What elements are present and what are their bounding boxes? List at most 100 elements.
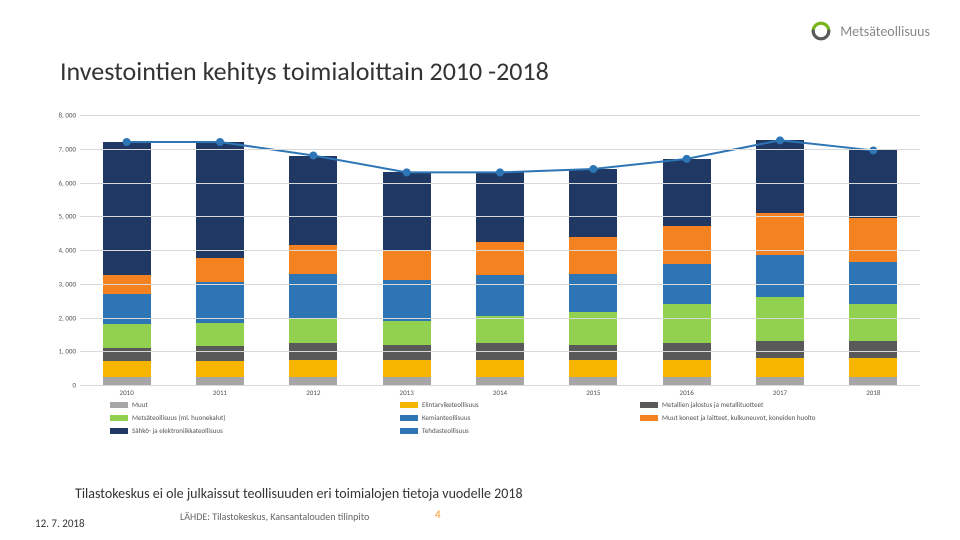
legend-swatch [110, 415, 128, 421]
page-title: Investointien kehitys toimialoittain 201… [60, 55, 549, 87]
legend-swatch [400, 402, 418, 408]
legend-column: Metallien jalostus ja metallituotteet Muu… [640, 400, 815, 426]
bar-segment-sahko [196, 142, 244, 258]
bar-segment-koneet [196, 258, 244, 282]
bar-segment-metsa [289, 318, 337, 343]
bar-segment-elintarvike [103, 361, 151, 376]
bar-segment-kemian [196, 282, 244, 323]
bar-segment-metsa [383, 321, 431, 345]
y-label: 8, 000 [50, 111, 76, 120]
bar-segment-muut [849, 377, 897, 385]
bar-segment-elintarvike [849, 358, 897, 377]
x-label: 2013 [383, 388, 431, 397]
bar-segment-sahko [849, 150, 897, 218]
y-label: 5, 000 [50, 212, 76, 221]
legend-label: Sähkö- ja elektroniikkateollisuus [132, 426, 223, 435]
bar-segment-muut [196, 377, 244, 385]
legend-label: Tehdasteollisuus [422, 426, 469, 435]
bar-segment-muut [289, 377, 337, 385]
y-label: 6, 000 [50, 178, 76, 187]
gridline [80, 351, 920, 352]
bar-segment-muut [569, 377, 617, 385]
bar-segment-sahko [383, 172, 431, 250]
bar-segment-metsa [196, 323, 244, 347]
legend-label: Metallien jalostus ja metallituotteet [662, 400, 763, 409]
bar-segment-elintarvike [289, 360, 337, 377]
bar-segment-sahko [756, 140, 804, 213]
gridline [80, 183, 920, 184]
bar-segment-elintarvike [756, 358, 804, 377]
legend-label: Muut [132, 400, 148, 409]
bar-segment-koneet [569, 237, 617, 274]
x-label: 2011 [196, 388, 244, 397]
bar-segment-elintarvike [196, 361, 244, 376]
legend-column: Muut Metsäteollisuus (ml. huonekalut) Sähk… [110, 400, 226, 439]
legend-swatch [640, 415, 658, 421]
gridline [80, 385, 920, 386]
footer-note: Tilastokeskus ei ole julkaissut teollisu… [75, 485, 523, 502]
bar-segment-elintarvike [663, 360, 711, 377]
bar-segment-kemian [476, 275, 524, 316]
legend-swatch [640, 402, 658, 408]
x-label: 2016 [663, 388, 711, 397]
legend-swatch [400, 415, 418, 421]
bar-segment-metsa [103, 324, 151, 348]
bar-segment-elintarvike [569, 360, 617, 377]
legend-item-metallien: Metallien jalostus ja metallituotteet [640, 400, 815, 409]
legend-item-muut: Muut [110, 400, 226, 409]
bar-segment-koneet [383, 250, 431, 280]
bar-segment-koneet [663, 226, 711, 263]
bar-segment-metsa [476, 316, 524, 343]
bar-segment-metallien [849, 341, 897, 358]
bar-segment-koneet [476, 242, 524, 276]
gridline [80, 284, 920, 285]
x-label: 2014 [476, 388, 524, 397]
legend-item-kemian: Kemianteollisuus [400, 413, 479, 422]
footer-source: LÄHDE: Tilastokeskus, Kansantalouden til… [180, 510, 369, 523]
bar-segment-kemian [383, 280, 431, 321]
bar-segment-metallien [196, 346, 244, 361]
legend-item-sahko: Sähkö- ja elektroniikkateollisuus [110, 426, 226, 435]
bar-segment-kemian [103, 294, 151, 324]
legend-item-koneet: Muut koneet ja laitteet, kulkuneuvot, ko… [640, 413, 815, 422]
bar-segment-metsa [756, 297, 804, 341]
legend-item-tehdas: Tehdasteollisuus [400, 426, 479, 435]
legend-label: Elintarviketeollisuus [422, 400, 479, 409]
x-label: 2018 [849, 388, 897, 397]
gridline [80, 250, 920, 251]
y-label: 7, 000 [50, 144, 76, 153]
bar-segment-metsa [849, 304, 897, 341]
legend-swatch [110, 428, 128, 434]
legend-item-elintarvike: Elintarviketeollisuus [400, 400, 479, 409]
bar-segment-metallien [103, 348, 151, 362]
bar-segment-sahko [289, 156, 337, 245]
gridline [80, 216, 920, 217]
x-label: 2015 [569, 388, 617, 397]
y-label: 1, 000 [50, 347, 76, 356]
x-label: 2017 [756, 388, 804, 397]
gridline [80, 318, 920, 319]
y-label: 3, 000 [50, 279, 76, 288]
bar-segment-muut [663, 377, 711, 385]
legend-label: Muut koneet ja laitteet, kulkuneuvot, ko… [662, 413, 815, 422]
y-label: 2, 000 [50, 313, 76, 322]
bar-segment-koneet [756, 213, 804, 255]
bar-segment-muut [103, 377, 151, 385]
bar-segment-koneet [849, 218, 897, 262]
bar-segment-sahko [569, 169, 617, 237]
bar-segment-elintarvike [383, 360, 431, 377]
brand-logo: Metsäteollisuus [808, 18, 930, 44]
bar-segment-kemian [756, 255, 804, 297]
bar-segment-sahko [103, 142, 151, 275]
page-number: 4 [435, 508, 441, 521]
legend-swatch [400, 428, 418, 434]
bar-segment-metsa [663, 304, 711, 343]
legend-label: Metsäteollisuus (ml. huonekalut) [132, 413, 226, 422]
bar-segment-muut [756, 377, 804, 385]
legend-column: Elintarviketeollisuus Kemianteollisuus Teh… [400, 400, 479, 439]
gridline [80, 115, 920, 116]
logo-icon [808, 18, 834, 44]
y-label: 4, 000 [50, 246, 76, 255]
bar-segment-muut [476, 377, 524, 385]
investment-chart: 01, 0002, 0003, 0004, 0005, 0006, 0007, … [50, 115, 920, 410]
